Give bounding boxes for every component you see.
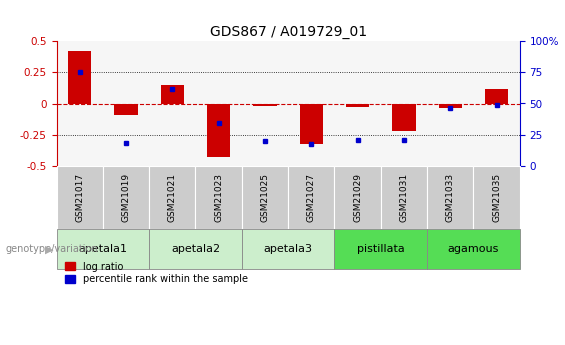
Bar xyxy=(242,41,288,166)
Bar xyxy=(485,89,508,104)
Text: GSM21033: GSM21033 xyxy=(446,173,455,222)
Text: GSM21025: GSM21025 xyxy=(260,173,270,222)
Bar xyxy=(439,104,462,108)
Bar xyxy=(334,41,381,166)
Text: GSM21029: GSM21029 xyxy=(353,173,362,222)
Text: ▶: ▶ xyxy=(45,244,54,254)
Bar xyxy=(115,104,138,115)
Text: GSM21023: GSM21023 xyxy=(214,173,223,222)
Bar xyxy=(393,104,416,131)
Text: GSM21035: GSM21035 xyxy=(492,173,501,222)
Bar xyxy=(103,41,149,166)
Bar xyxy=(149,41,195,166)
Text: pistillata: pistillata xyxy=(357,244,405,254)
Text: apetala2: apetala2 xyxy=(171,244,220,254)
Bar xyxy=(427,41,473,166)
Text: GSM21021: GSM21021 xyxy=(168,173,177,222)
Title: GDS867 / A019729_01: GDS867 / A019729_01 xyxy=(210,25,367,39)
Text: apetala3: apetala3 xyxy=(264,244,312,254)
Bar xyxy=(68,51,92,104)
Bar xyxy=(207,104,231,157)
Text: GSM21031: GSM21031 xyxy=(399,173,408,222)
Bar xyxy=(473,41,520,166)
Legend: log ratio, percentile rank within the sample: log ratio, percentile rank within the sa… xyxy=(62,258,251,288)
Bar xyxy=(56,41,103,166)
Text: agamous: agamous xyxy=(448,244,499,254)
Text: GSM21019: GSM21019 xyxy=(121,173,131,222)
Bar xyxy=(300,104,323,145)
Bar xyxy=(161,85,184,104)
Bar xyxy=(254,104,277,106)
Bar xyxy=(381,41,427,166)
Text: GSM21027: GSM21027 xyxy=(307,173,316,222)
Text: apetala1: apetala1 xyxy=(79,244,127,254)
Bar xyxy=(195,41,242,166)
Bar xyxy=(346,104,370,107)
Text: GSM21017: GSM21017 xyxy=(75,173,84,222)
Bar xyxy=(288,41,334,166)
Text: genotype/variation: genotype/variation xyxy=(6,244,98,254)
